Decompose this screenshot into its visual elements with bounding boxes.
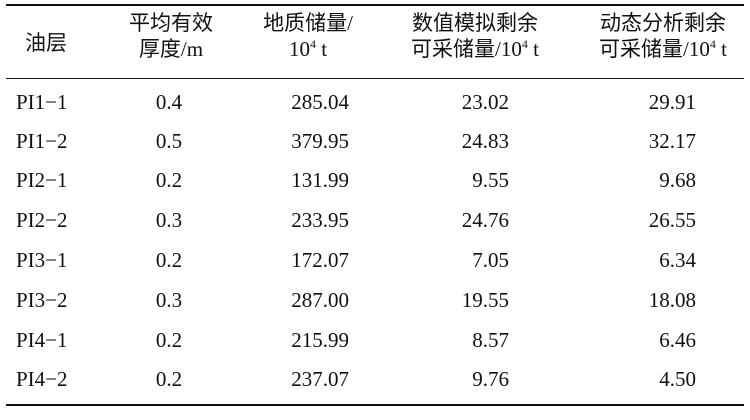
cell-average-thickness: 0.2 xyxy=(155,328,183,352)
cell-oil-layer: PI3−1 xyxy=(16,248,68,272)
cell-oil-layer: PI4−2 xyxy=(16,367,68,391)
header-average-thickness: 平均有效 厚度/m xyxy=(129,11,213,61)
table-row: PI2−1 0.2 131.99 9.55 9.68 xyxy=(6,161,744,200)
cell-dynamic-analysis-reserves: 9.68 xyxy=(659,168,696,192)
cell-geological-reserves: 172.07 xyxy=(291,248,349,272)
table-row: PI1−1 0.4 285.04 23.02 29.91 xyxy=(6,83,744,122)
table-row: PI3−1 0.2 172.07 7.05 6.34 xyxy=(6,241,744,280)
cell-numerical-simulation-reserves: 23.02 xyxy=(461,90,509,114)
cell-oil-layer: PI2−2 xyxy=(16,208,68,232)
table-top-rule xyxy=(6,4,744,6)
table-row: PI3−2 0.3 287.00 19.55 18.08 xyxy=(6,281,744,320)
cell-geological-reserves: 233.95 xyxy=(291,208,349,232)
table-row: PI1−2 0.5 379.95 24.83 32.17 xyxy=(6,122,744,161)
cell-dynamic-analysis-reserves: 6.46 xyxy=(659,328,696,352)
cell-average-thickness: 0.2 xyxy=(155,248,183,272)
table-header-row: 油层 平均有效 厚度/m 地质储量/ 104 t 数值模拟剩余 可采储量/104… xyxy=(6,10,744,76)
cell-geological-reserves: 379.95 xyxy=(291,129,349,153)
cell-dynamic-analysis-reserves: 26.55 xyxy=(648,208,696,232)
cell-geological-reserves: 285.04 xyxy=(291,90,349,114)
cell-dynamic-analysis-reserves: 18.08 xyxy=(648,288,696,312)
cell-numerical-simulation-reserves: 8.57 xyxy=(472,328,509,352)
cell-oil-layer: PI2−1 xyxy=(16,168,68,192)
cell-average-thickness: 0.2 xyxy=(155,367,183,391)
cell-oil-layer: PI1−1 xyxy=(16,90,68,114)
cell-dynamic-analysis-reserves: 32.17 xyxy=(648,129,696,153)
header-oil-layer: 油层 xyxy=(25,31,67,55)
header-dynamic-analysis-remaining-reserves: 动态分析剩余 可采储量/104 t xyxy=(599,11,727,61)
cell-average-thickness: 0.2 xyxy=(155,168,183,192)
cell-oil-layer: PI1−2 xyxy=(16,129,68,153)
cell-numerical-simulation-reserves: 9.76 xyxy=(472,367,509,391)
table-row: PI4−1 0.2 215.99 8.57 6.46 xyxy=(6,321,744,360)
table-row: PI4−2 0.2 237.07 9.76 4.50 xyxy=(6,360,744,399)
cell-average-thickness: 0.4 xyxy=(155,90,183,114)
cell-numerical-simulation-reserves: 24.76 xyxy=(461,208,509,232)
header-geological-reserves: 地质储量/ 104 t xyxy=(263,11,353,61)
cell-average-thickness: 0.3 xyxy=(155,208,183,232)
cell-average-thickness: 0.3 xyxy=(155,288,183,312)
cell-oil-layer: PI4−1 xyxy=(16,328,68,352)
reserves-table: 油层 平均有效 厚度/m 地质储量/ 104 t 数值模拟剩余 可采储量/104… xyxy=(6,0,746,408)
cell-dynamic-analysis-reserves: 29.91 xyxy=(648,90,696,114)
table-header-rule xyxy=(6,78,744,79)
cell-numerical-simulation-reserves: 24.83 xyxy=(461,129,509,153)
cell-dynamic-analysis-reserves: 4.50 xyxy=(659,367,696,391)
cell-geological-reserves: 215.99 xyxy=(291,328,349,352)
table-row: PI2−2 0.3 233.95 24.76 26.55 xyxy=(6,201,744,240)
cell-average-thickness: 0.5 xyxy=(155,129,183,153)
cell-geological-reserves: 287.00 xyxy=(291,288,349,312)
cell-numerical-simulation-reserves: 19.55 xyxy=(461,288,509,312)
cell-dynamic-analysis-reserves: 6.34 xyxy=(659,248,696,272)
cell-geological-reserves: 237.07 xyxy=(291,367,349,391)
cell-geological-reserves: 131.99 xyxy=(291,168,349,192)
cell-numerical-simulation-reserves: 7.05 xyxy=(472,248,509,272)
header-numerical-simulation-remaining-reserves: 数值模拟剩余 可采储量/104 t xyxy=(411,11,539,61)
cell-oil-layer: PI3−2 xyxy=(16,288,68,312)
table-bottom-rule xyxy=(6,404,744,406)
cell-numerical-simulation-reserves: 9.55 xyxy=(472,168,509,192)
